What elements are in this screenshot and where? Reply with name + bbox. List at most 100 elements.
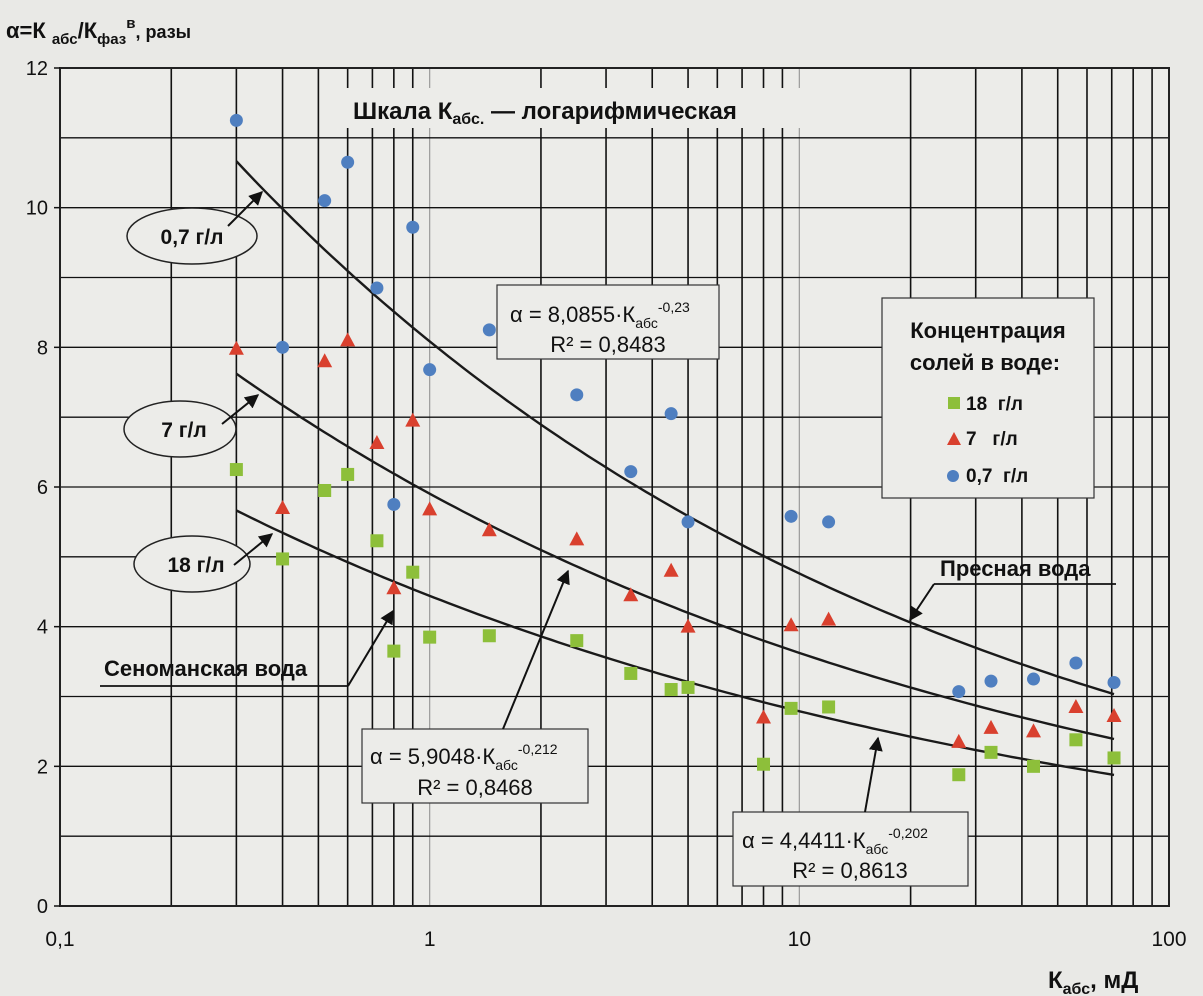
data-point-square <box>482 629 496 643</box>
data-point-triangle <box>481 522 497 537</box>
data-point-triangle <box>228 340 244 355</box>
annotation-title-bg <box>345 88 821 128</box>
data-point-square <box>318 483 332 497</box>
curve-label-18-text: 18 г/л <box>167 554 224 577</box>
equation-box-fresh: α = 8,0855·Кабс-0,23 R² = 0,8483 <box>496 284 720 360</box>
trendline <box>235 509 1115 777</box>
x-tick-label: 100 <box>1151 928 1186 951</box>
data-point-triangle <box>756 709 772 724</box>
data-point-square <box>370 534 384 548</box>
trendlines <box>235 160 1115 777</box>
data-point-square <box>423 630 437 644</box>
legend: Концентрация солей в воде: 18 г/л 7 г/л … <box>881 297 1095 499</box>
curve-label-0-7-text: 0,7 г/л <box>161 226 224 249</box>
data-point-triangle <box>623 587 639 602</box>
legend-title-line1: Концентрация <box>910 318 1066 343</box>
data-point-square <box>784 701 798 715</box>
data-point-triangle <box>680 618 696 633</box>
data-point-circle <box>276 340 290 354</box>
data-point-triangle <box>1068 698 1084 713</box>
x-tick-label: 1 <box>424 928 436 951</box>
data-point-triangle <box>783 617 799 632</box>
equation-18-r2: R² = 0,8613 <box>792 858 908 883</box>
y-tick-label: 4 <box>37 617 48 639</box>
data-point-triangle <box>569 531 585 546</box>
data-point-circle <box>370 281 384 295</box>
data-point-triangle <box>422 501 438 516</box>
data-point-triangle <box>340 332 356 347</box>
data-point-triangle <box>1026 723 1042 738</box>
data-point-square <box>229 463 243 477</box>
trendline <box>235 372 1115 741</box>
curve-label-7-text: 7 г/л <box>161 419 206 442</box>
callout-fresh-water-arrow <box>909 583 935 622</box>
legend-label-18: 18 г/л <box>966 394 1023 415</box>
data-point-square <box>276 552 290 566</box>
legend-box <box>881 297 1095 499</box>
data-point-circle <box>387 497 401 511</box>
data-point-circle <box>318 194 332 208</box>
data-point-circle <box>664 407 678 421</box>
data-point-square <box>664 683 678 697</box>
curve-label-0-7: 0,7 г/л <box>126 191 263 265</box>
annotation-title: Шкала Кабс. — логарифмическая <box>353 98 737 128</box>
data-point-triangle <box>663 562 679 577</box>
data-point-triangle <box>405 412 421 427</box>
equation-7-arrow <box>502 569 570 730</box>
data-point-circle <box>423 363 437 377</box>
data-point-square <box>624 666 638 680</box>
equation-18-formula: α = 4,4411·Кабс-0,202 <box>742 825 928 857</box>
callout-cenomanian-water-text: Сеноманская вода <box>104 656 308 681</box>
y-tick-label: 8 <box>37 337 48 359</box>
equation-box-7: α = 5,9048·Кабс-0,212 R² = 0,8468 <box>361 728 589 804</box>
legend-label-0-7: 0,7 г/л <box>966 466 1028 487</box>
callout-cenomanian-water-arrow <box>347 609 394 687</box>
data-point-circle <box>784 509 798 523</box>
data-point-circle <box>229 113 243 127</box>
curve-label-0-7-arrow <box>227 191 263 227</box>
data-point-triangle <box>317 353 333 368</box>
equation-7-r2: R² = 0,8468 <box>417 775 533 800</box>
data-point-square <box>757 757 771 771</box>
data-point-triangle <box>386 580 402 595</box>
data-point-square <box>1069 733 1083 747</box>
equation-7-formula: α = 5,9048·Кабс-0,212 <box>370 741 558 773</box>
equation-fresh-formula: α = 8,0855·Кабс-0,23 <box>510 299 690 331</box>
callout-fresh-water: Пресная вода <box>909 556 1116 622</box>
data-point-triangle <box>1106 708 1122 723</box>
equation-18-arrow <box>864 736 883 813</box>
data-point-square <box>984 745 998 759</box>
y-tick-label: 0 <box>37 896 48 918</box>
data-point-circle <box>406 220 420 234</box>
data-point-square <box>822 700 836 714</box>
data-point-circle <box>624 465 638 479</box>
data-point-triangle <box>983 719 999 734</box>
x-axis-title: Кабс, мД <box>1048 967 1138 996</box>
data-point-square <box>387 644 401 658</box>
axis-ticks: 0 2 4 6 8 10 12 0,1 1 10 100 <box>26 58 1187 951</box>
y-tick-label: 12 <box>26 58 48 80</box>
data-point-circle <box>482 323 496 337</box>
curve-label-7: 7 г/л <box>123 394 260 458</box>
trendline <box>235 160 1115 696</box>
data-point-circle <box>1027 672 1041 686</box>
x-tick-label: 10 <box>788 928 811 951</box>
curve-label-18: 18 г/л <box>133 533 274 593</box>
y-axis-title: α=К абс/Кфазв, разы <box>6 15 191 48</box>
legend-marker-7 <box>947 432 961 445</box>
legend-marker-18 <box>948 397 960 409</box>
data-point-circle <box>984 674 998 688</box>
data-point-triangle <box>821 611 837 626</box>
y-tick-label: 10 <box>26 198 48 220</box>
x-tick-label: 0,1 <box>45 928 74 951</box>
data-points <box>228 113 1122 782</box>
data-point-square <box>570 634 584 648</box>
data-point-circle <box>952 685 966 699</box>
curve-label-7-arrow <box>221 394 260 425</box>
curve-label-18-arrow <box>233 533 274 566</box>
data-point-triangle <box>275 499 291 514</box>
data-point-circle <box>341 155 355 169</box>
data-point-circle <box>1107 676 1121 690</box>
callout-cenomanian-water: Сеноманская вода <box>100 609 394 687</box>
